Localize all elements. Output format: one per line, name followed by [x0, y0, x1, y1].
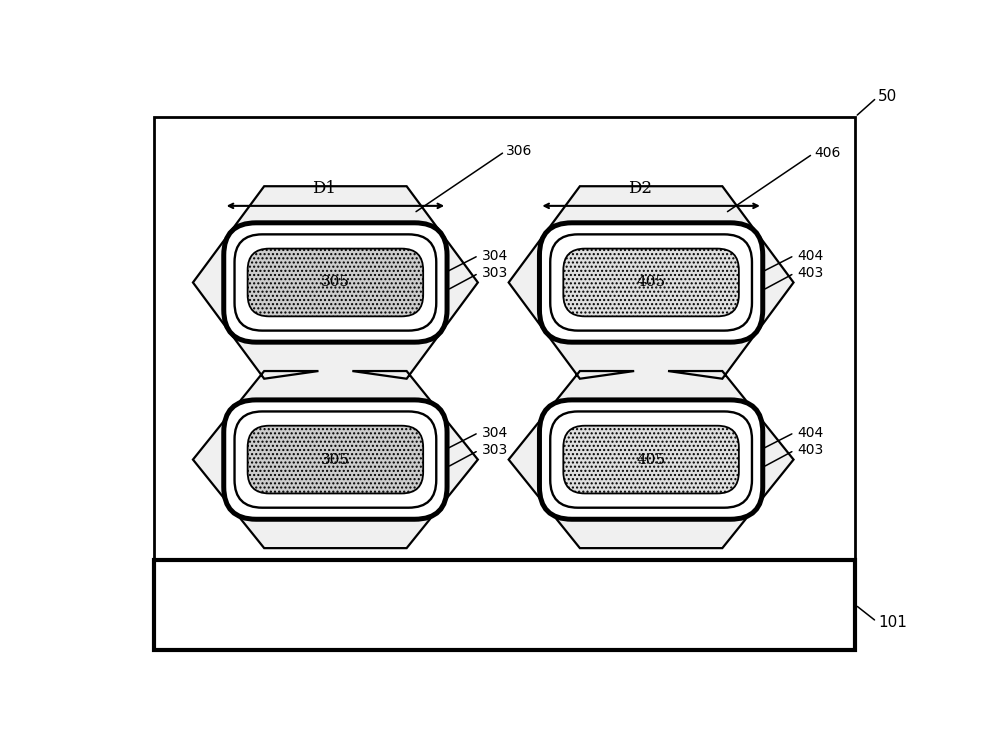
FancyBboxPatch shape — [224, 223, 447, 342]
FancyBboxPatch shape — [154, 117, 855, 559]
FancyBboxPatch shape — [235, 234, 436, 331]
Text: 404: 404 — [797, 248, 824, 262]
FancyBboxPatch shape — [563, 426, 739, 494]
Text: D1: D1 — [312, 180, 336, 197]
FancyBboxPatch shape — [539, 400, 763, 520]
Text: 405: 405 — [637, 276, 666, 290]
Text: 101: 101 — [878, 615, 907, 630]
FancyBboxPatch shape — [248, 426, 423, 494]
FancyBboxPatch shape — [539, 223, 763, 342]
FancyBboxPatch shape — [550, 411, 752, 508]
Text: 305: 305 — [321, 276, 350, 290]
FancyBboxPatch shape — [224, 400, 447, 520]
Text: 305: 305 — [321, 453, 350, 467]
Polygon shape — [193, 186, 478, 548]
Text: 306: 306 — [506, 144, 533, 158]
FancyBboxPatch shape — [248, 248, 423, 316]
FancyBboxPatch shape — [235, 411, 436, 508]
Text: 405: 405 — [637, 453, 666, 467]
Text: 303: 303 — [482, 266, 508, 280]
Text: 403: 403 — [797, 444, 824, 458]
Text: 304: 304 — [482, 248, 508, 262]
Text: D2: D2 — [628, 180, 652, 197]
Text: 50: 50 — [878, 89, 898, 105]
FancyBboxPatch shape — [154, 559, 855, 650]
FancyBboxPatch shape — [563, 248, 739, 316]
Polygon shape — [509, 186, 794, 548]
Text: 404: 404 — [797, 426, 824, 440]
Text: 304: 304 — [482, 426, 508, 440]
Text: 403: 403 — [797, 266, 824, 280]
Text: 406: 406 — [814, 146, 841, 160]
FancyBboxPatch shape — [550, 234, 752, 331]
Text: 303: 303 — [482, 444, 508, 458]
